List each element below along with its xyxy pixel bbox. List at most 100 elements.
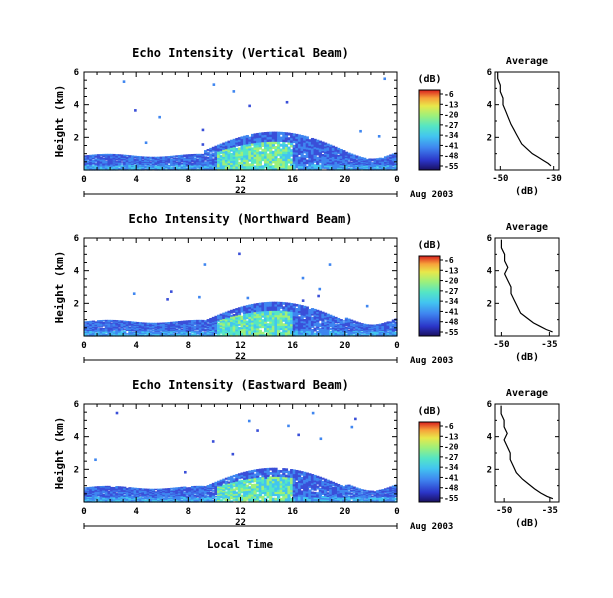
- heat-cell: [224, 152, 229, 155]
- heat-cell: [321, 329, 325, 333]
- heat-cell: [211, 490, 216, 492]
- heat-cell: [240, 479, 244, 483]
- heat-cell: [133, 166, 137, 168]
- heat-cell: [84, 499, 88, 501]
- heat-cell: [110, 164, 114, 167]
- heat-cell: [177, 160, 182, 163]
- heat-cell: [97, 164, 101, 166]
- heat-cell: [136, 497, 140, 500]
- heat-cell: [222, 333, 226, 336]
- heat-cell: [217, 320, 221, 322]
- heat-cell: [175, 321, 179, 323]
- heat-cell: [214, 315, 218, 318]
- heat-cell: [237, 496, 242, 500]
- heat-cell: [334, 167, 338, 170]
- heat-cell: [381, 163, 385, 165]
- heat-cell: [115, 161, 119, 163]
- heat-cell: [180, 332, 184, 334]
- heat-cell: [104, 157, 109, 160]
- heat-cell: [287, 315, 291, 318]
- heat-cell: [337, 325, 341, 328]
- heat-cell: [240, 151, 244, 154]
- heat-cell: [248, 310, 252, 313]
- heat-cell: [133, 495, 137, 498]
- heat-cell: [269, 312, 273, 316]
- heat-cell: [219, 315, 223, 318]
- heat-cell: [378, 327, 382, 329]
- heat-cell: [235, 165, 239, 169]
- x-tick-label: 20: [339, 341, 350, 351]
- heat-cell: [318, 153, 322, 156]
- heat-cell: [318, 140, 322, 144]
- heat-cell: [183, 324, 187, 326]
- heat-cell: [256, 144, 260, 148]
- heat-cell: [323, 318, 328, 321]
- heat-cell: [175, 326, 179, 329]
- y-axis-label: Height (km): [53, 85, 66, 158]
- heat-cell: [190, 158, 195, 161]
- heat-cell: [185, 321, 189, 323]
- heat-cell: [94, 161, 98, 163]
- heat-cell: [91, 157, 96, 160]
- heat-cell: [323, 145, 328, 149]
- heat-cell: [266, 131, 270, 135]
- heat-cell: [164, 493, 169, 495]
- heat-cell: [222, 318, 226, 321]
- heat-cell: [128, 495, 132, 498]
- heat-cell: [376, 334, 380, 336]
- heat-cell: [261, 472, 265, 476]
- heat-cell: [170, 161, 174, 163]
- heat-cell: [94, 164, 98, 166]
- colorbar-tick-label: -27: [444, 287, 459, 296]
- heat-cell: [104, 497, 109, 500]
- heat-cell: [183, 495, 187, 497]
- heat-cell: [164, 492, 169, 495]
- heat-cell: [141, 162, 145, 164]
- heat-cell: [97, 492, 101, 494]
- heat-cell: [383, 324, 388, 327]
- heat-cell: [125, 156, 129, 159]
- heat-cell: [193, 332, 197, 335]
- heat-cell: [91, 494, 96, 496]
- heat-cell: [201, 128, 205, 132]
- heat-cell: [224, 331, 229, 334]
- heat-cell: [143, 165, 148, 168]
- heat-cell: [355, 162, 359, 165]
- heat-cell: [232, 496, 236, 500]
- heat-cell: [274, 146, 278, 150]
- heat-cell: [91, 496, 96, 498]
- heat-cell: [370, 333, 375, 335]
- heat-cell: [240, 324, 244, 328]
- heat-cell: [245, 492, 249, 495]
- heat-cell: [110, 153, 114, 156]
- heat-cell: [86, 161, 90, 164]
- heat-cell: [250, 473, 255, 477]
- heat-cell: [136, 155, 140, 158]
- heat-cell: [211, 322, 216, 325]
- heat-cell: [310, 145, 315, 149]
- heatmap: [84, 77, 398, 171]
- heat-cell: [389, 154, 393, 157]
- heat-cell: [203, 150, 208, 152]
- heat-cell: [123, 492, 127, 494]
- heat-cell: [188, 490, 192, 492]
- heat-cell: [277, 312, 281, 316]
- heat-cell: [334, 159, 338, 162]
- heat-cell: [308, 319, 312, 323]
- heat-cell: [107, 487, 111, 490]
- heat-cell: [290, 149, 294, 153]
- heat-cell: [185, 323, 189, 325]
- heat-cell: [282, 310, 286, 314]
- heat-cell: [123, 495, 127, 497]
- heat-cell: [115, 328, 119, 330]
- heat-cell: [143, 331, 148, 334]
- heat-cell: [170, 492, 174, 494]
- heat-cell: [175, 330, 179, 332]
- heat-cell: [138, 162, 142, 164]
- heat-cell: [172, 492, 176, 494]
- heat-cell: [198, 332, 202, 335]
- heat-cell: [329, 325, 333, 328]
- heat-cell: [365, 330, 369, 332]
- heat-cell: [104, 491, 109, 494]
- heat-cell: [224, 313, 229, 316]
